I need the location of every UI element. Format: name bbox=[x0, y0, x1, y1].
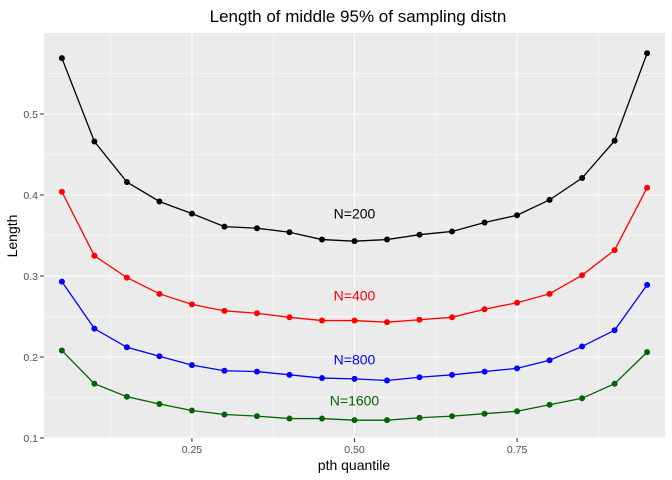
data-point-n-800 bbox=[449, 372, 455, 378]
data-point-n-1600 bbox=[449, 413, 455, 419]
data-point-n-1600 bbox=[59, 348, 65, 354]
data-point-n-200 bbox=[124, 179, 130, 185]
data-point-n-400 bbox=[156, 291, 162, 297]
data-point-n-1600 bbox=[514, 408, 520, 414]
data-point-n-200 bbox=[384, 237, 390, 243]
y-tick-label: 0.2 bbox=[23, 352, 38, 364]
data-point-n-200 bbox=[254, 225, 260, 231]
data-point-n-800 bbox=[156, 353, 162, 359]
data-point-n-400 bbox=[352, 318, 358, 324]
data-point-n-400 bbox=[482, 306, 488, 312]
data-point-n-200 bbox=[579, 175, 585, 181]
data-point-n-400 bbox=[547, 291, 553, 297]
data-point-n-1600 bbox=[124, 394, 130, 400]
data-point-n-1600 bbox=[352, 417, 358, 423]
data-point-n-1600 bbox=[417, 415, 423, 421]
x-tick-label: 0.50 bbox=[344, 444, 365, 456]
data-point-n-200 bbox=[286, 229, 292, 235]
y-tick-label: 0.1 bbox=[23, 433, 38, 445]
y-axis: 0.1 0.2 0.3 0.4 0.5 bbox=[23, 109, 44, 445]
data-point-n-400 bbox=[514, 300, 520, 306]
data-point-n-1600 bbox=[612, 381, 618, 387]
data-point-n-800 bbox=[286, 372, 292, 378]
data-point-n-800 bbox=[59, 279, 65, 285]
data-point-n-400 bbox=[124, 275, 130, 281]
data-point-n-200 bbox=[59, 55, 65, 61]
data-point-n-200 bbox=[352, 238, 358, 244]
data-point-n-200 bbox=[514, 212, 520, 218]
data-point-n-1600 bbox=[91, 381, 97, 387]
data-point-n-200 bbox=[547, 197, 553, 203]
series-label: N=200 bbox=[334, 206, 376, 222]
data-point-n-800 bbox=[221, 368, 227, 374]
chart-title: Length of middle 95% of sampling distn bbox=[210, 7, 507, 26]
data-point-n-200 bbox=[91, 139, 97, 145]
data-point-n-800 bbox=[644, 282, 650, 288]
data-point-n-1600 bbox=[254, 413, 260, 419]
y-tick-label: 0.3 bbox=[23, 271, 38, 283]
data-point-n-400 bbox=[579, 272, 585, 278]
y-tick-label: 0.4 bbox=[23, 190, 38, 202]
data-point-n-800 bbox=[254, 369, 260, 375]
series-label: N=1600 bbox=[330, 393, 380, 409]
data-point-n-800 bbox=[124, 344, 130, 350]
data-point-n-800 bbox=[612, 327, 618, 333]
data-point-n-800 bbox=[417, 374, 423, 380]
data-point-n-200 bbox=[221, 224, 227, 230]
data-point-n-800 bbox=[514, 365, 520, 371]
data-point-n-400 bbox=[417, 317, 423, 323]
data-point-n-1600 bbox=[156, 401, 162, 407]
data-point-n-1600 bbox=[579, 395, 585, 401]
data-point-n-200 bbox=[156, 198, 162, 204]
x-axis: 0.25 0.50 0.75 bbox=[182, 438, 528, 456]
data-point-n-1600 bbox=[644, 349, 650, 355]
data-point-n-1600 bbox=[384, 417, 390, 423]
data-point-n-400 bbox=[286, 314, 292, 320]
y-tick-label: 0.5 bbox=[23, 109, 38, 121]
series-label: N=800 bbox=[334, 351, 376, 367]
data-point-n-200 bbox=[644, 50, 650, 56]
data-point-n-200 bbox=[319, 237, 325, 243]
data-point-n-400 bbox=[91, 253, 97, 259]
data-point-n-800 bbox=[547, 357, 553, 363]
data-point-n-400 bbox=[612, 247, 618, 253]
data-point-n-800 bbox=[352, 376, 358, 382]
data-point-n-200 bbox=[189, 211, 195, 217]
x-axis-title: pth quantile bbox=[318, 457, 391, 473]
data-point-n-800 bbox=[482, 369, 488, 375]
data-point-n-400 bbox=[221, 308, 227, 314]
data-point-n-400 bbox=[449, 314, 455, 320]
data-point-n-200 bbox=[612, 138, 618, 144]
data-point-n-400 bbox=[644, 185, 650, 191]
data-point-n-1600 bbox=[482, 411, 488, 417]
data-point-n-800 bbox=[319, 375, 325, 381]
data-point-n-1600 bbox=[221, 412, 227, 418]
data-point-n-200 bbox=[449, 228, 455, 234]
data-point-n-400 bbox=[59, 189, 65, 195]
data-point-n-400 bbox=[319, 318, 325, 324]
series-label: N=400 bbox=[334, 287, 376, 303]
data-point-n-1600 bbox=[189, 407, 195, 413]
x-tick-label: 0.25 bbox=[182, 444, 203, 456]
data-point-n-200 bbox=[417, 232, 423, 238]
x-tick-label: 0.75 bbox=[507, 444, 528, 456]
data-point-n-400 bbox=[254, 310, 260, 316]
data-point-n-800 bbox=[91, 326, 97, 332]
y-axis-title: Length bbox=[4, 215, 20, 258]
data-point-n-200 bbox=[482, 220, 488, 226]
data-point-n-800 bbox=[189, 362, 195, 368]
data-point-n-800 bbox=[579, 343, 585, 349]
data-point-n-1600 bbox=[319, 416, 325, 422]
data-point-n-1600 bbox=[547, 402, 553, 408]
data-point-n-1600 bbox=[286, 416, 292, 422]
data-point-n-400 bbox=[189, 301, 195, 307]
data-point-n-400 bbox=[384, 319, 390, 325]
data-point-n-800 bbox=[384, 377, 390, 383]
